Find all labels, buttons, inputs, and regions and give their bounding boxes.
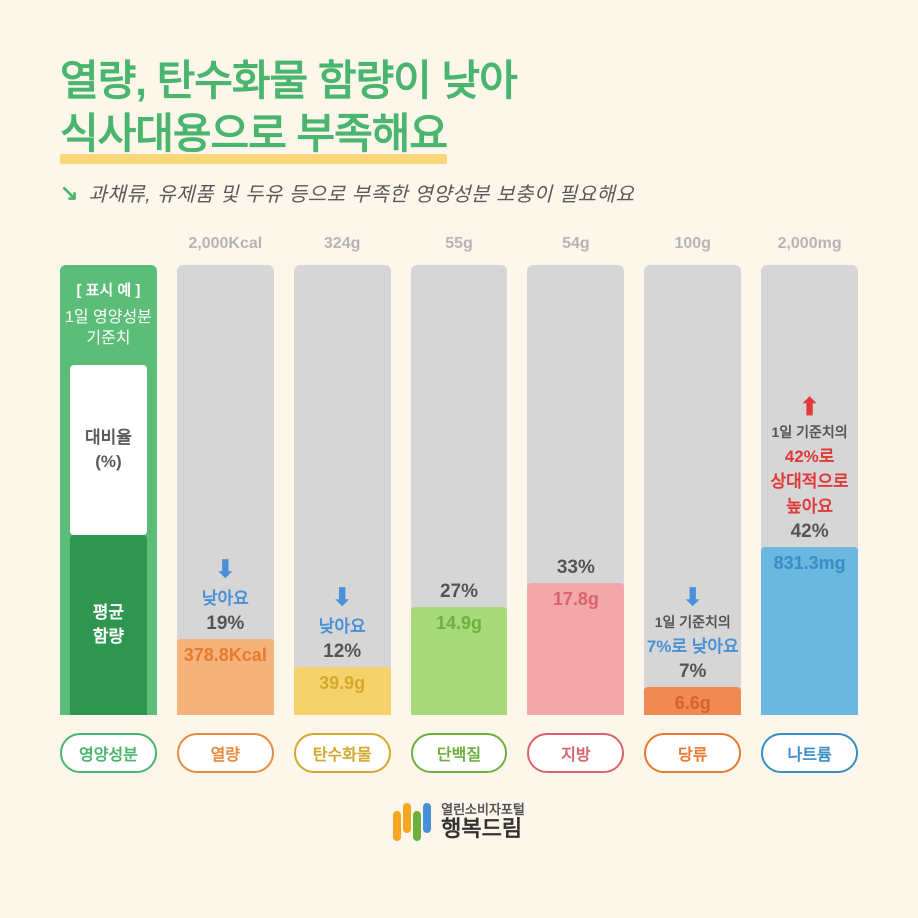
footer-small: 열린소비자포털: [441, 803, 525, 817]
subtitle-text: 과채류, 유제품 및 두유 등으로 부족한 영양성분 보충이 필요해요: [88, 178, 634, 207]
legend-bar-wrap: [ 표시 예 ] 1일 영양성분 기준치 대비율 (%) 평균 함량: [60, 265, 157, 715]
anno-text: 낮아요: [294, 612, 391, 637]
bar-fill: 378.8Kcal: [177, 639, 274, 715]
chart-column: 100g 6.6g 7% ⬇1일 기준치의7%로 낮아요: [644, 235, 741, 715]
chart-column: 2,000Kcal 378.8Kcal 19% ⬇낮아요: [177, 235, 274, 715]
bar-pct: 27%: [411, 581, 508, 603]
chart-column: 55g 14.9g 27%: [411, 235, 508, 715]
arrow-down-icon: ⬇: [294, 583, 391, 612]
subtitle-row: ↘ 과채류, 유제품 및 두유 등으로 부족한 영양성분 보충이 필요해요: [60, 178, 858, 207]
footer: 열린소비자포털 행복드림: [60, 803, 858, 841]
subtitle-arrow-icon: ↘: [60, 180, 78, 206]
bar-wrap: 14.9g 27%: [411, 265, 508, 715]
arrow-up-icon: ⬆: [761, 393, 858, 422]
ref-label: 2,000mg: [778, 235, 842, 257]
pill-label: 지방: [527, 733, 624, 773]
bar-fill: 14.9g: [411, 607, 508, 715]
footer-big: 행복드림: [441, 817, 525, 841]
bar-value: 17.8g: [553, 589, 599, 610]
bar-pct: 12%: [294, 641, 391, 663]
anno-text: 낮아요: [177, 584, 274, 609]
anno-line2: 42%로: [761, 442, 858, 467]
legend-header: [ 표시 예 ]: [60, 279, 157, 300]
pill-row: 영양성분 열량 탄수화물 단백질 지방 당류 나트륨: [60, 733, 858, 773]
bar-wrap: 39.9g 12% ⬇낮아요: [294, 265, 391, 715]
bar-value: 378.8Kcal: [184, 645, 267, 666]
chart-area: [ 표시 예 ] 1일 영양성분 기준치 대비율 (%) 평균 함량 2,000…: [60, 235, 858, 715]
legend-white-box: 대비율 (%): [70, 365, 147, 535]
footer-logo-icon: [393, 807, 431, 837]
anno-line2: 7%로 낮아요: [644, 632, 741, 657]
bar-value: 831.3mg: [774, 553, 846, 574]
chart-column: 2,000mg 831.3mg 42% ⬆1일 기준치의42%로상대적으로 높아요: [761, 235, 858, 715]
bar-wrap: 17.8g 33%: [527, 265, 624, 715]
bar-fill: 39.9g: [294, 667, 391, 715]
bar-value: 6.6g: [675, 693, 711, 714]
bar-value: 14.9g: [436, 613, 482, 634]
ref-label: 55g: [445, 235, 473, 257]
pill-label: 나트륨: [761, 733, 858, 773]
bar-fill: 6.6g: [644, 687, 741, 715]
bar-wrap: 6.6g 7% ⬇1일 기준치의7%로 낮아요: [644, 265, 741, 715]
bar-value: 39.9g: [319, 673, 365, 694]
bar-fill: 17.8g: [527, 583, 624, 715]
title-line2: 식사대용으로 부족해요: [60, 108, 447, 161]
legend-dark-box: 평균 함량: [70, 535, 147, 715]
anno-line3: 상대적으로 높아요: [761, 467, 858, 517]
legend-top: [ 표시 예 ] 1일 영양성분 기준치: [60, 265, 157, 350]
pill-legend: 영양성분: [60, 733, 157, 773]
ref-label: 324g: [324, 235, 360, 257]
bar-fill: 831.3mg: [761, 547, 858, 715]
bar-annotation: ⬇낮아요: [177, 555, 274, 609]
chart-column: 54g 17.8g 33%: [527, 235, 624, 715]
legend-bg: [ 표시 예 ] 1일 영양성분 기준치 대비율 (%) 평균 함량: [60, 265, 157, 715]
legend-ref-label: 1일 영양성분 기준치: [60, 308, 157, 350]
anno-line1: 1일 기준치의: [644, 612, 741, 632]
pill-label: 단백질: [411, 733, 508, 773]
bar-pct: 7%: [644, 661, 741, 683]
bar-wrap: 378.8Kcal 19% ⬇낮아요: [177, 265, 274, 715]
logo-bar: [403, 803, 411, 833]
title-line1: 열량, 탄수화물 함량이 낮아: [60, 55, 858, 108]
anno-line1: 1일 기준치의: [761, 422, 858, 442]
ref-label: 54g: [562, 235, 590, 257]
ref-label: 2,000Kcal: [188, 235, 262, 257]
bar-annotation: ⬇1일 기준치의7%로 낮아요: [644, 583, 741, 657]
pill-label: 열량: [177, 733, 274, 773]
ref-label: 100g: [674, 235, 710, 257]
pill-label: 탄수화물: [294, 733, 391, 773]
chart-column: 324g 39.9g 12% ⬇낮아요: [294, 235, 391, 715]
bar-annotation: ⬇낮아요: [294, 583, 391, 637]
logo-bar: [413, 811, 421, 841]
legend-column: [ 표시 예 ] 1일 영양성분 기준치 대비율 (%) 평균 함량: [60, 235, 157, 715]
arrow-down-icon: ⬇: [644, 583, 741, 612]
title-block: 열량, 탄수화물 함량이 낮아 식사대용으로 부족해요: [60, 55, 858, 160]
pill-label: 당류: [644, 733, 741, 773]
bar-annotation: ⬆1일 기준치의42%로상대적으로 높아요: [761, 393, 858, 517]
arrow-down-icon: ⬇: [177, 555, 274, 584]
logo-bar: [423, 803, 431, 833]
bar-pct: 42%: [761, 521, 858, 543]
bar-pct: 33%: [527, 557, 624, 579]
logo-bar: [393, 811, 401, 841]
bar-wrap: 831.3mg 42% ⬆1일 기준치의42%로상대적으로 높아요: [761, 265, 858, 715]
bar-pct: 19%: [177, 613, 274, 635]
footer-text: 열린소비자포털 행복드림: [441, 803, 525, 841]
